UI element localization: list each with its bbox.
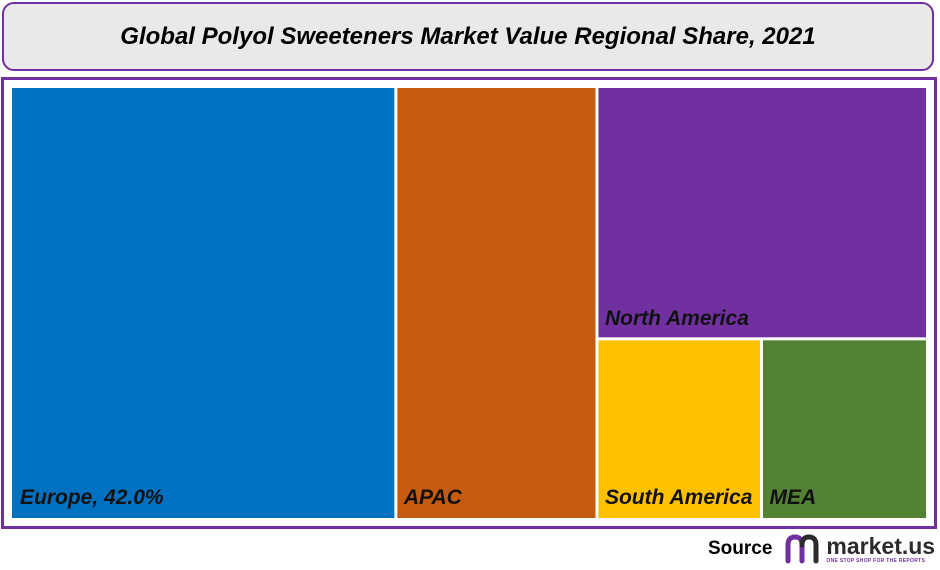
chart-title-bar: Global Polyol Sweeteners Market Value Re…	[2, 2, 934, 71]
chart-title: Global Polyol Sweeteners Market Value Re…	[120, 22, 816, 50]
market-us-logo-icon	[785, 534, 819, 564]
logo-tagline: ONE STOP SHOP FOR THE REPORTS	[826, 557, 926, 564]
treemap-label-mea: MEA	[769, 486, 816, 509]
source-row: Source market.us ONE STOP SHOP FOR THE R…	[700, 530, 938, 568]
treemap-tile-apac	[397, 88, 596, 518]
treemap-tile-europe	[12, 88, 395, 518]
treemap-label-north-america: North America	[605, 307, 749, 330]
logo-name: market.us	[826, 532, 936, 559]
treemap-label-south-america: South America	[605, 486, 753, 509]
treemap-label-europe: Europe, 42.0%	[20, 486, 164, 509]
logo-block: market.us ONE STOP SHOP FOR THE REPORTS	[826, 532, 936, 564]
treemap-tile-south-america	[598, 340, 760, 518]
chart-frame: Europe, 42.0% APAC North America South Amer…	[1, 77, 937, 529]
treemap-tile-mea	[762, 340, 926, 518]
treemap-label-apac: APAC	[403, 486, 463, 509]
source-label: Source	[708, 538, 773, 559]
treemap-chart: Europe, 42.0% APAC North America South Amer…	[12, 88, 926, 518]
treemap-tile-north-america	[598, 88, 926, 338]
